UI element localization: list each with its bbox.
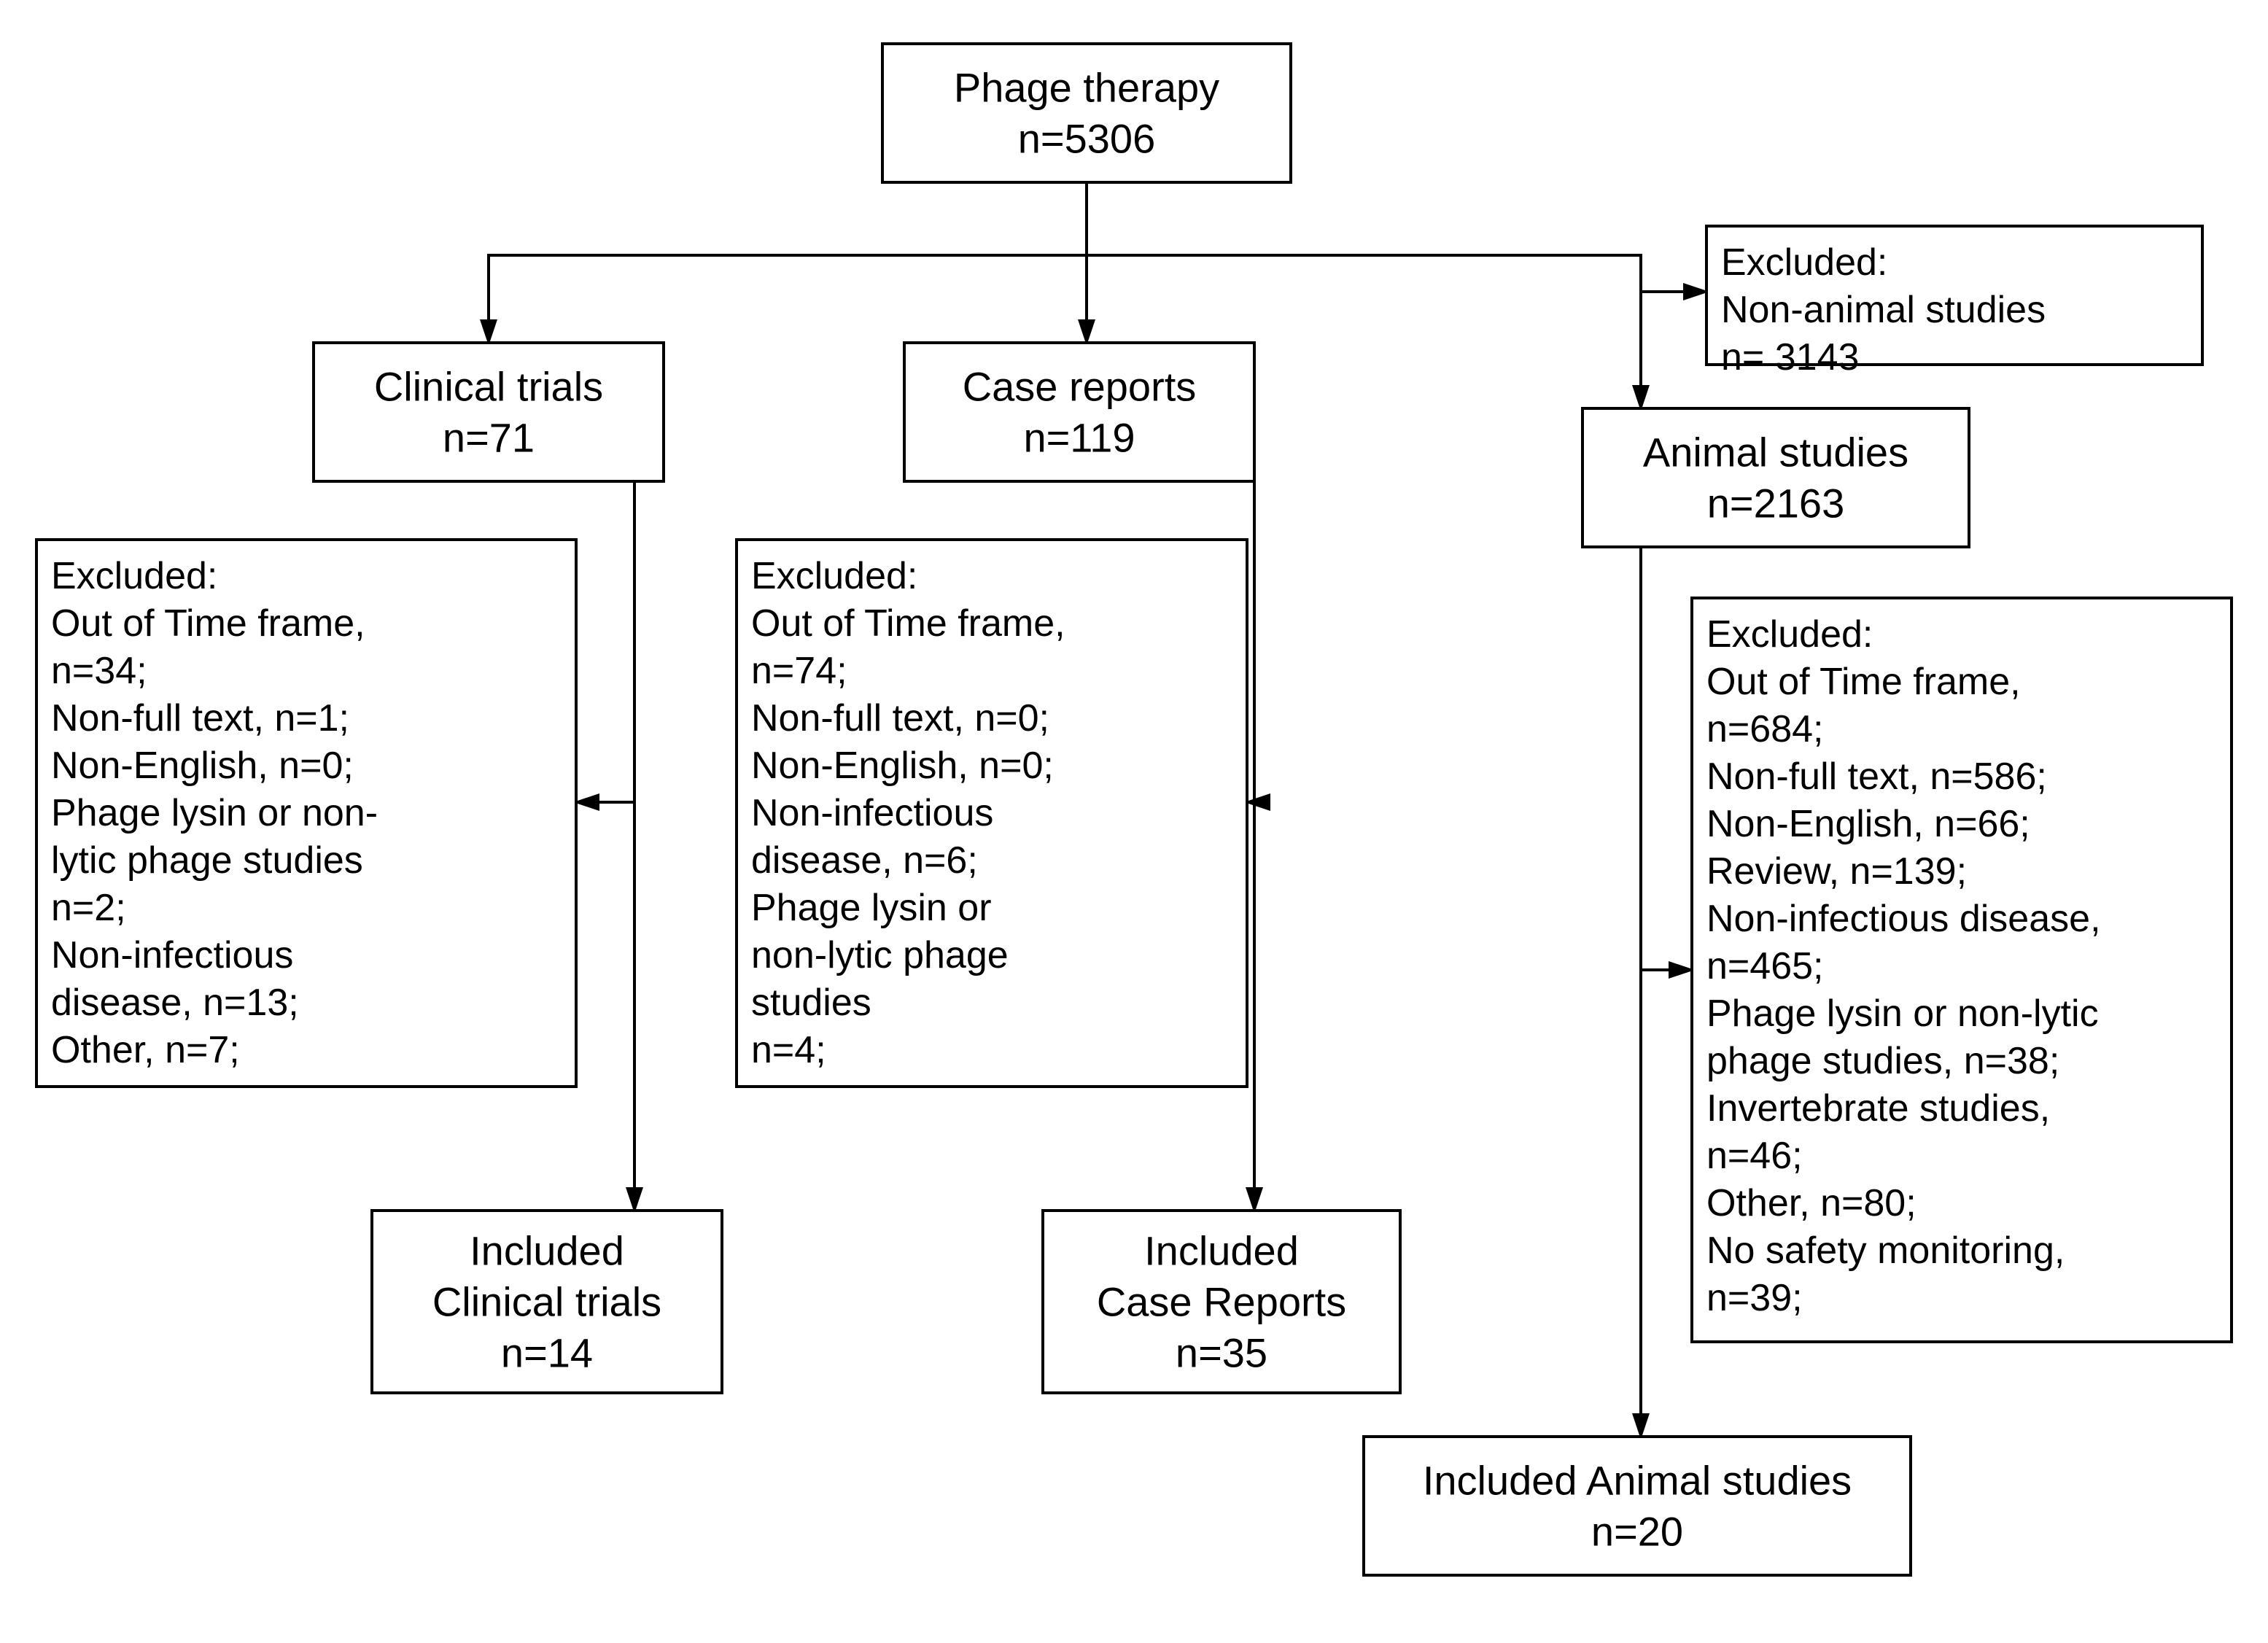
label: n=2; [51,887,126,929]
label: Excluded: [1721,241,1887,284]
box-incl_animal: Included Animal studies n=20 [1364,1437,1911,1575]
box-case_reports: Case reports n=119 [904,343,1254,481]
label: Phage therapy [954,65,1219,111]
label: n=4; [751,1029,826,1071]
label: Non-infectious disease, [1706,898,2101,940]
box-incl_clinical: Included Clinical trials n=14 [372,1211,722,1393]
label: disease, n=13; [51,982,299,1024]
label: Excluded: [751,555,917,597]
label: non-lytic phage [751,934,1009,976]
label: No safety monitoring, [1706,1230,2065,1272]
label: Non-English, n=0; [51,745,354,787]
label: n=465; [1706,945,1824,987]
label: Phage lysin or non-lytic [1706,993,2099,1035]
label: n=2163 [1707,481,1844,527]
label: n=46; [1706,1135,1803,1177]
label: Non-English, n=66; [1706,803,2030,845]
label: Non-English, n=0; [751,745,1054,787]
box-root: Phage therapy n=5306 [882,44,1291,182]
label: n=14 [501,1330,593,1376]
label: Review, n=139; [1706,850,1967,893]
label: Excluded: [51,555,217,597]
label: disease, n=6; [751,839,978,882]
label: Out of Time frame, [751,602,1065,645]
label: n=35 [1176,1330,1267,1376]
box-excl_case: Excluded: Out of Time frame, n=74; Non-full… [737,540,1247,1087]
box-clinical_trials: Clinical trials n=71 [314,343,664,481]
label: Animal studies [1643,430,1908,475]
label: Included [470,1228,624,1274]
label: n=119 [1023,415,1135,461]
label: Clinical trials [432,1279,661,1325]
box-excl_animal: Excluded: Out of Time frame, n=684; Non-ful… [1692,598,2232,1342]
box-excl_clinical: Excluded: Out of Time frame, n=34; Non-full… [36,540,576,1087]
label: n=34; [51,650,147,692]
label: n=20 [1591,1509,1683,1555]
label: lytic phage studies [51,839,363,882]
label: Case reports [963,364,1197,410]
box-excl_nonanimal: Excluded: Non-animal studies n= 3143 [1706,226,2202,378]
label: studies [751,982,871,1024]
label: Non-full text, n=1; [51,697,349,739]
box-incl_case: Included Case Reports n=35 [1043,1211,1400,1393]
label: Excluded: [1706,613,1873,656]
label: Other, n=80; [1706,1182,1916,1224]
label: n= 3143 [1721,336,1859,378]
label: Non-infectious [51,934,293,976]
label: Out of Time frame, [1706,661,2021,703]
label: Non-full text, n=586; [1706,756,2047,798]
label: n=684; [1706,708,1824,750]
label: Included Animal studies [1423,1458,1852,1504]
label: n=5306 [1018,116,1155,162]
label: n=71 [443,415,535,461]
label: Other, n=7; [51,1029,240,1071]
label: Phage lysin or [751,887,992,929]
label: Phage lysin or non- [51,792,378,834]
flowchart: Phage therapy n=5306 Clinical trials n=71 Ca… [0,0,2268,1643]
label: Clinical trials [374,364,603,410]
label: Case Reports [1097,1279,1346,1325]
label: n=39; [1706,1277,1803,1319]
label: Out of Time frame, [51,602,365,645]
label: Included [1144,1228,1299,1274]
label: n=74; [751,650,847,692]
label: Invertebrate studies, [1706,1087,2050,1130]
label: phage studies, n=38; [1706,1040,2059,1082]
label: Non-full text, n=0; [751,697,1049,739]
boxes: Phage therapy n=5306 Clinical trials n=71 Ca… [36,44,2232,1575]
box-animal_studies: Animal studies n=2163 [1582,408,1969,547]
label: Non-infectious [751,792,993,834]
label: Non-animal studies [1721,289,2046,331]
